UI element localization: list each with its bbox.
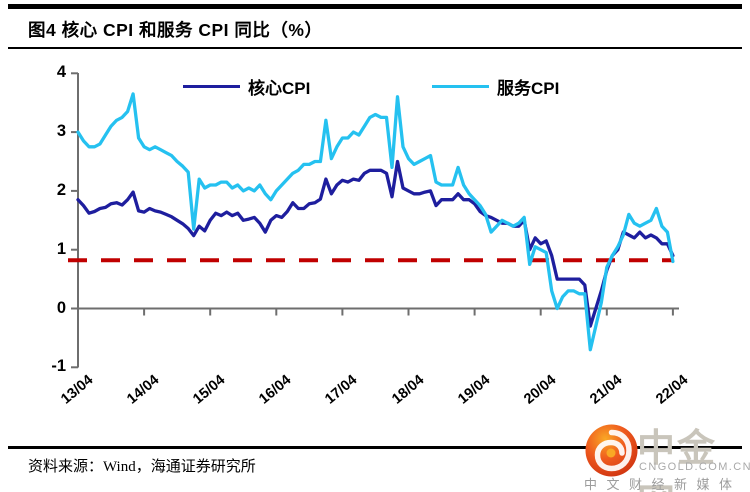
y-axis-label: 1: [56, 239, 66, 258]
legend: 核心CPI 服务CPI: [0, 74, 750, 98]
legend-label-core-cpi: 核心CPI: [248, 79, 311, 98]
figure-title: 图4 核心 CPI 和服务 CPI 同比（%）: [28, 20, 323, 40]
bottom-rule: [8, 446, 742, 449]
y-axis-label: 2: [56, 180, 66, 199]
legend-item-service-cpi: 服务CPI: [432, 74, 559, 99]
y-axis-label: 4: [56, 63, 66, 82]
source-note: 资料来源：Wind，海通证券研究所: [28, 459, 256, 475]
title-divider: [8, 47, 742, 49]
legend-line-service-icon: [432, 84, 489, 89]
y-axis-label: 3: [56, 122, 66, 141]
y-axis-label: -1: [51, 357, 66, 376]
legend-line-core-icon: [183, 84, 240, 89]
legend-label-service-cpi: 服务CPI: [497, 79, 560, 98]
legend-item-core-cpi: 核心CPI: [183, 74, 310, 99]
top-rule: [8, 4, 742, 9]
y-axis-label: 0: [56, 298, 66, 317]
